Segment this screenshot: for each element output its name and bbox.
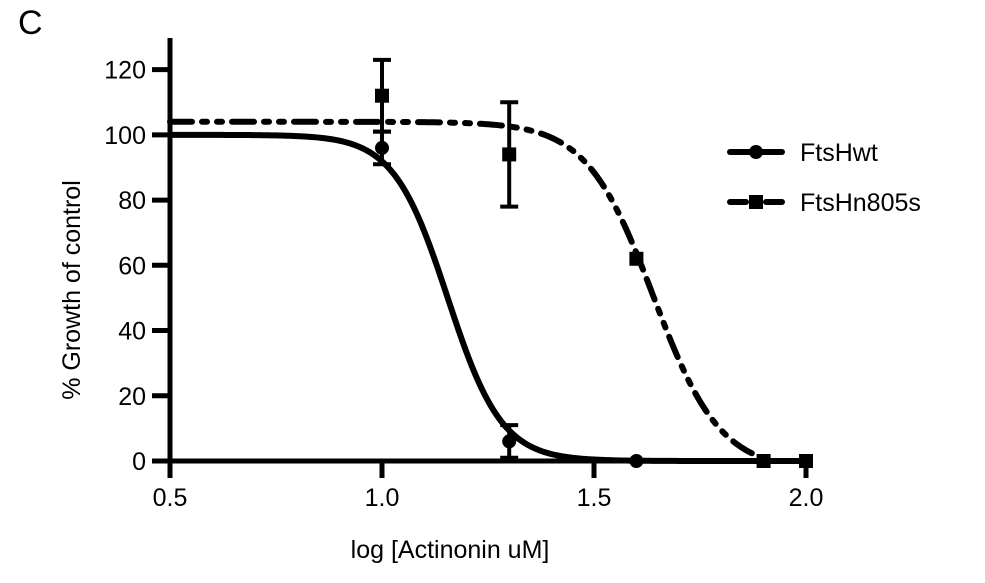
y-tick-label: 60: [118, 252, 146, 280]
series-FtsHwt: [167, 129, 813, 468]
legend-item: FtsHwt: [727, 139, 878, 167]
y-tick-label: 0: [132, 448, 146, 476]
data-point: [629, 251, 644, 266]
y-axis-title: % Growth of control: [58, 180, 86, 400]
legend-swatch-marker: [749, 145, 763, 159]
fit-curve: [167, 118, 809, 464]
x-axis: 0.5 1.0 1.5 2.0: [153, 461, 824, 512]
y-tick-label: 40: [118, 318, 146, 346]
legend-label: FtsHwt: [800, 139, 878, 167]
y-tick-label: 100: [104, 122, 146, 150]
legend-label: FtsHn805s: [800, 189, 921, 217]
x-tick-label: 0.5: [153, 484, 188, 512]
y-tick-label: 80: [118, 187, 146, 215]
x-tick-label: 1.0: [365, 484, 400, 512]
y-tick-label: 20: [118, 383, 146, 411]
x-axis-title: log [Actinonin uM]: [351, 536, 550, 564]
data-point: [502, 147, 517, 162]
plot-area: [167, 57, 813, 468]
legend-swatch-marker: [749, 195, 763, 209]
legend: FtsHwt FtsHn805s: [727, 139, 921, 217]
legend-item: FtsHn805s: [727, 189, 921, 217]
data-point: [375, 140, 389, 155]
y-axis: 0 20 40 60 80 100 120: [104, 57, 170, 476]
panel-label: C: [18, 4, 43, 42]
y-tick-label: 120: [104, 57, 146, 85]
data-point: [502, 434, 517, 449]
x-tick-label: 1.5: [577, 484, 612, 512]
series-FtsHn805s: [167, 57, 813, 468]
fit-curve: [167, 131, 809, 464]
data-point: [375, 88, 389, 103]
x-tick-label: 2.0: [789, 484, 824, 512]
